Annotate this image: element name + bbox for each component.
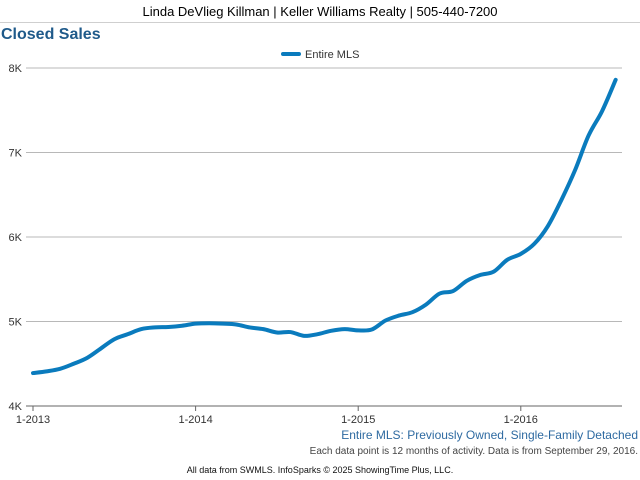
y-tick-label: 8K [9,63,23,75]
y-tick-label: 7K [9,148,23,160]
x-tick-label: 1-2014 [178,414,212,426]
chart-title: Closed Sales [1,26,101,43]
legend: Entire MLS [281,49,359,61]
y-tick-label: 4K [9,401,23,413]
series-lines [31,77,618,376]
closed-sales-chart: 4K 5K 6K 7K 8K 1-2013 1-2014 1-2015 1-2016 Entir… [9,49,622,426]
x-tick-label: 1-2013 [16,414,50,426]
grid-lines [26,67,622,322]
axes: 4K 5K 6K 7K 8K 1-2013 1-2014 1-2015 1-2016 [9,63,622,426]
agent-header: Linda DeVlieg Killman | Keller Williams … [0,0,640,23]
data-credit: All data from SWMLS. InfoSparks © 2025 S… [186,465,454,475]
agent-line: Linda DeVlieg Killman | Keller Williams … [142,3,498,19]
y-tick-label: 6K [9,232,23,244]
x-tick-label: 1-2015 [341,414,375,426]
data-note: Each data point is 12 months of activity… [309,446,638,457]
series-line-entire-mls [31,77,618,376]
legend-label: Entire MLS [305,49,359,61]
series-description: Entire MLS: Previously Owned, Single-Fam… [341,428,638,442]
y-tick-label: 5K [9,317,23,329]
x-tick-label: 1-2016 [504,414,538,426]
